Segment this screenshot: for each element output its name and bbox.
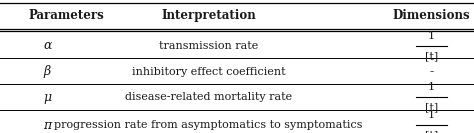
Text: 1: 1	[428, 110, 435, 120]
Text: [t]: [t]	[425, 102, 438, 112]
Text: μ: μ	[43, 91, 52, 104]
Text: -: -	[429, 65, 433, 78]
Text: Dimensions: Dimensions	[392, 9, 470, 22]
Text: α: α	[43, 39, 52, 52]
Text: 1: 1	[428, 82, 435, 92]
Text: [t]: [t]	[425, 51, 438, 61]
Text: β: β	[44, 65, 51, 78]
Text: progression rate from asymptomatics to symptomatics: progression rate from asymptomatics to s…	[55, 120, 363, 130]
Text: 1: 1	[428, 31, 435, 41]
Text: inhibitory effect coefficient: inhibitory effect coefficient	[132, 67, 285, 77]
Text: transmission rate: transmission rate	[159, 41, 258, 51]
Text: [t]: [t]	[425, 130, 438, 133]
Text: Parameters: Parameters	[28, 9, 104, 22]
Text: Interpretation: Interpretation	[161, 9, 256, 22]
Text: disease-related mortality rate: disease-related mortality rate	[125, 92, 292, 102]
Text: π: π	[43, 119, 52, 132]
